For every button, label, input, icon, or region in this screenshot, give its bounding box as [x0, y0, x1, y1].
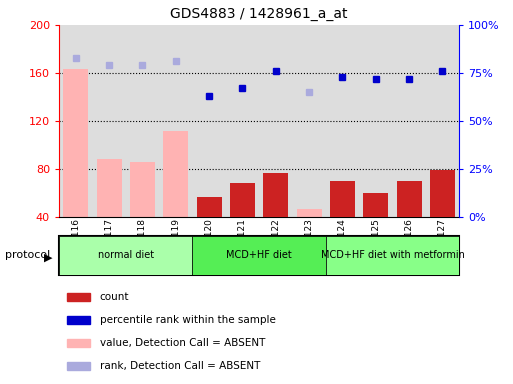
- Bar: [392, 25, 426, 217]
- Bar: [292, 25, 326, 217]
- Bar: [130, 162, 155, 217]
- Bar: [359, 25, 392, 217]
- Bar: [426, 25, 459, 217]
- Bar: [59, 236, 192, 275]
- Bar: [297, 209, 322, 217]
- Bar: [192, 25, 226, 217]
- Bar: [196, 197, 222, 217]
- Text: MCD+HF diet with metformin: MCD+HF diet with metformin: [321, 250, 464, 260]
- Bar: [163, 131, 188, 217]
- Text: ▶: ▶: [44, 252, 52, 262]
- Bar: [92, 25, 126, 217]
- Bar: [159, 25, 192, 217]
- Text: percentile rank within the sample: percentile rank within the sample: [100, 315, 275, 325]
- Text: value, Detection Call = ABSENT: value, Detection Call = ABSENT: [100, 338, 265, 348]
- Bar: [330, 181, 355, 217]
- Bar: [59, 25, 92, 217]
- Bar: [259, 25, 292, 217]
- Bar: [96, 159, 122, 217]
- Bar: [67, 339, 90, 347]
- Bar: [363, 193, 388, 217]
- Bar: [397, 181, 422, 217]
- Text: protocol: protocol: [5, 250, 50, 260]
- Bar: [326, 25, 359, 217]
- Text: MCD+HF diet: MCD+HF diet: [226, 250, 292, 260]
- Bar: [67, 362, 90, 370]
- Text: count: count: [100, 291, 129, 301]
- Text: normal diet: normal diet: [97, 250, 154, 260]
- Bar: [192, 236, 326, 275]
- Bar: [263, 172, 288, 217]
- Title: GDS4883 / 1428961_a_at: GDS4883 / 1428961_a_at: [170, 7, 348, 21]
- Bar: [326, 236, 459, 275]
- Bar: [67, 293, 90, 301]
- Bar: [230, 184, 255, 217]
- Bar: [126, 25, 159, 217]
- Text: rank, Detection Call = ABSENT: rank, Detection Call = ABSENT: [100, 361, 260, 371]
- Bar: [63, 70, 88, 217]
- Bar: [67, 316, 90, 324]
- Bar: [226, 25, 259, 217]
- Bar: [430, 170, 455, 217]
